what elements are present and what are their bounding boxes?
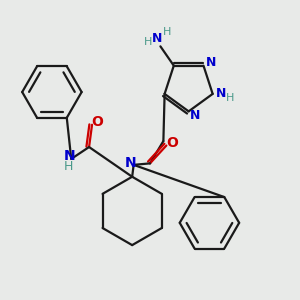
Text: H: H [225,93,234,103]
Text: N: N [189,109,200,122]
Text: N: N [206,56,216,69]
Text: O: O [166,136,178,150]
Text: H: H [64,160,73,173]
Text: N: N [216,87,226,101]
Text: O: O [92,115,103,129]
Text: N: N [152,32,163,45]
Text: H: H [144,37,152,47]
Text: H: H [163,27,171,37]
Text: N: N [64,149,76,163]
Text: N: N [125,156,136,170]
